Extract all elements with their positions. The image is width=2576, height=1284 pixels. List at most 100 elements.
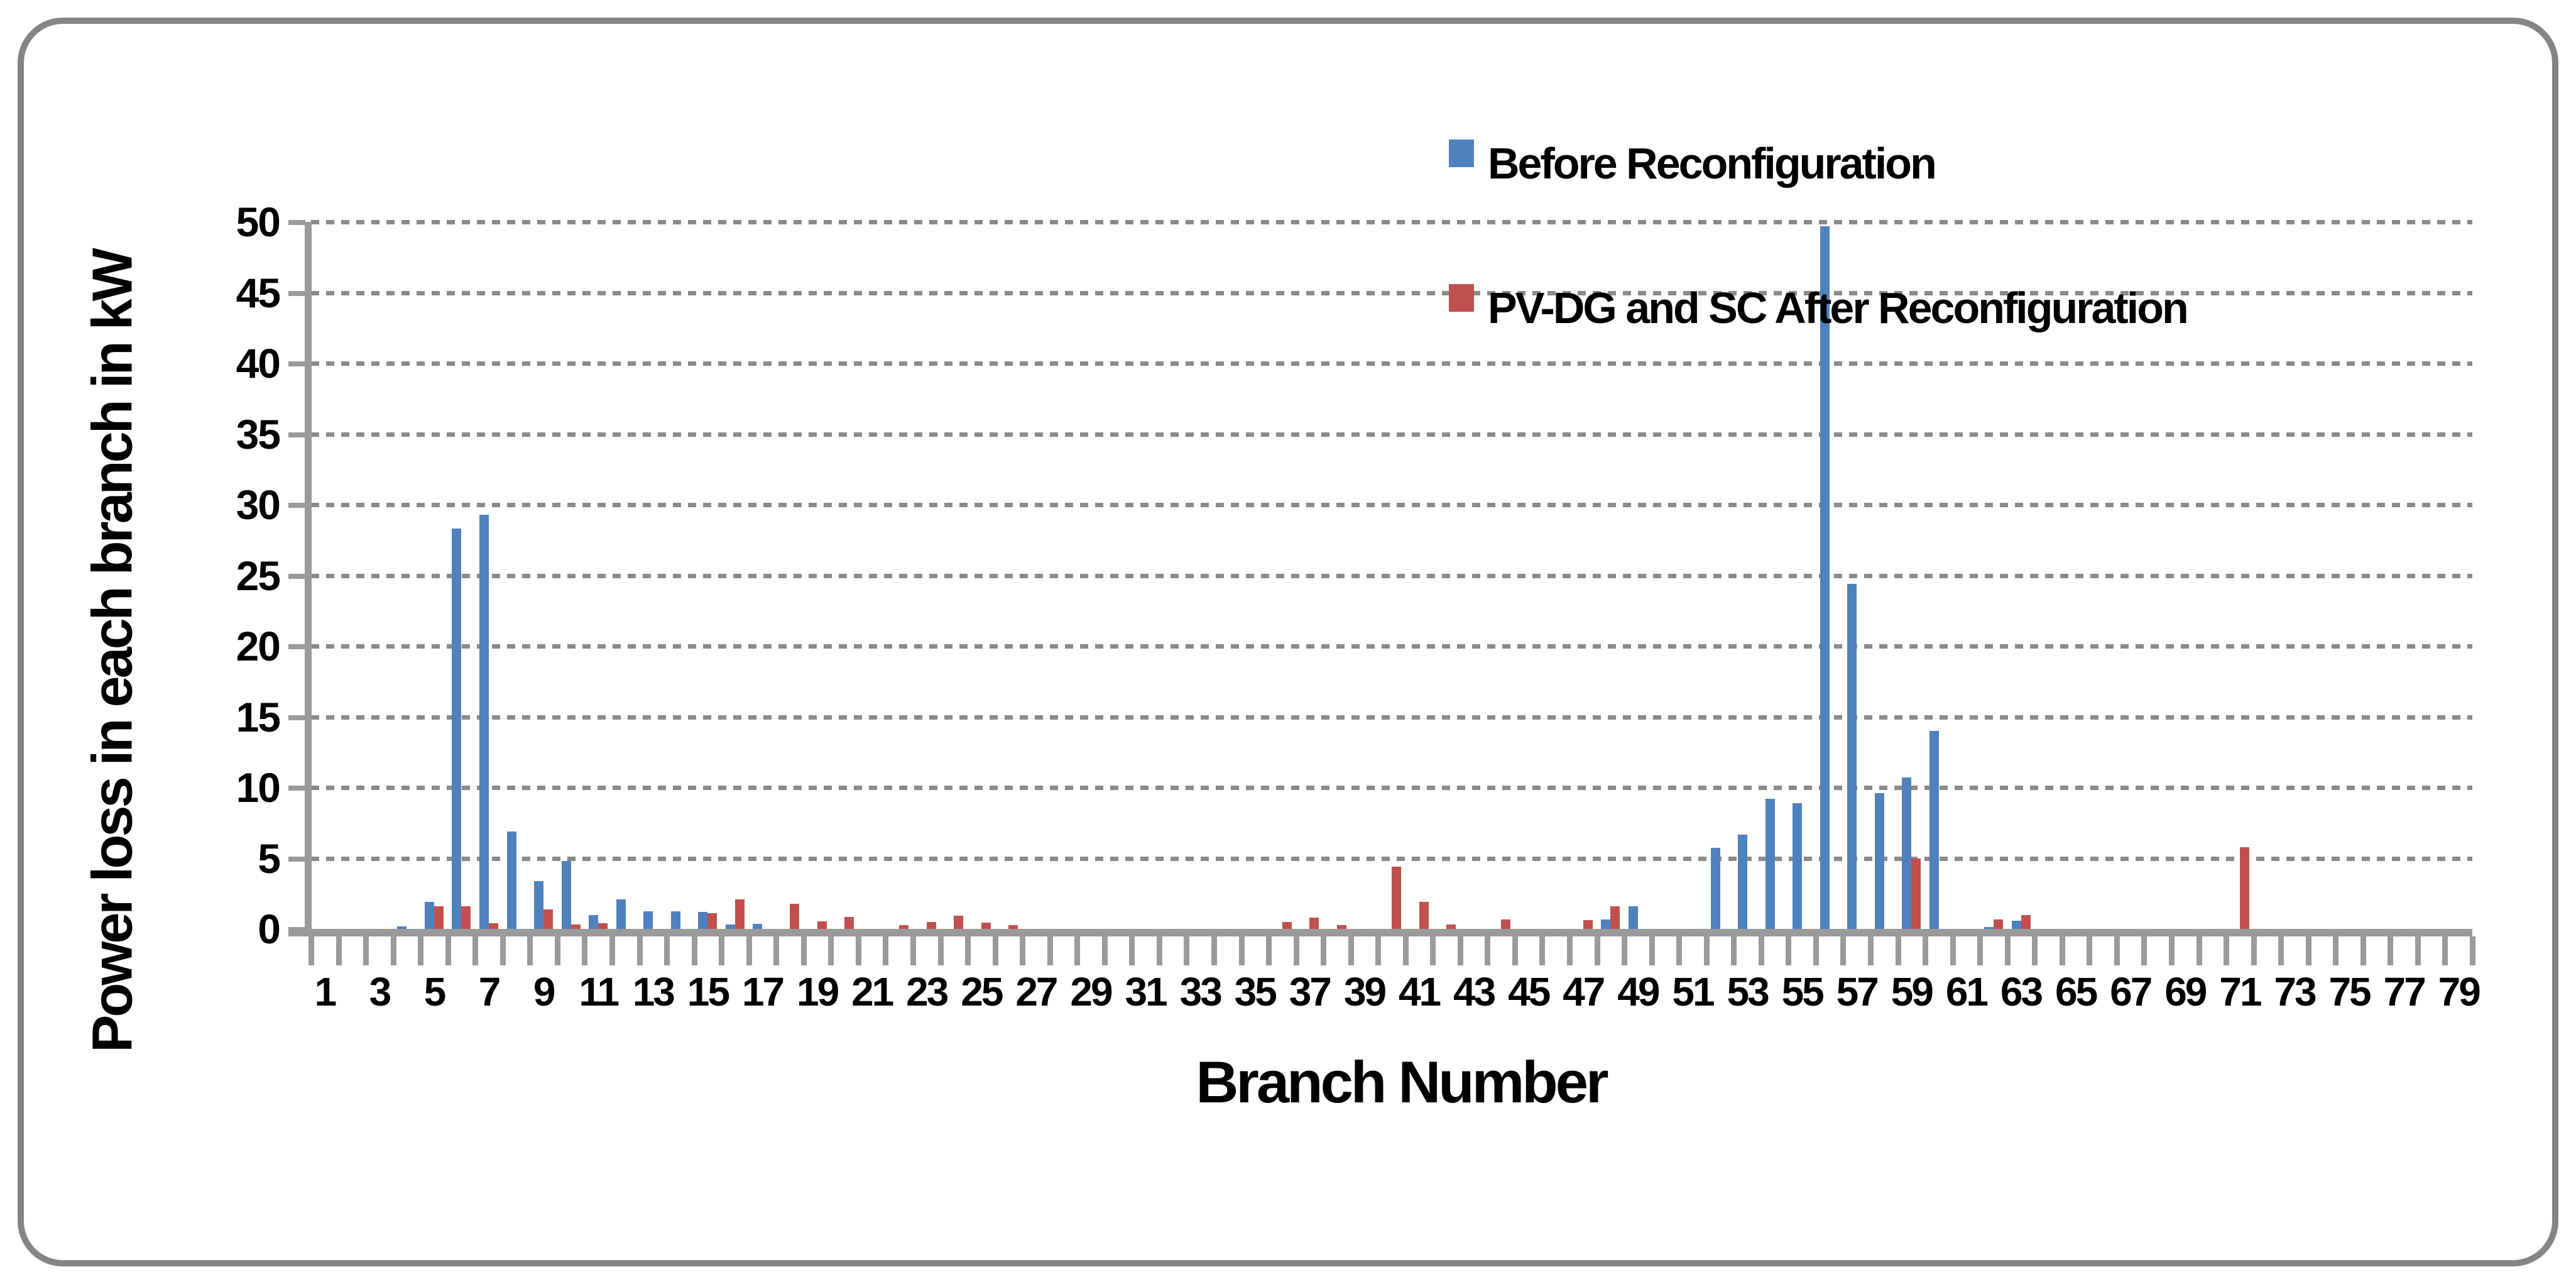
bar-after-branch-71	[2239, 847, 2249, 929]
bar-before-branch-9	[534, 881, 544, 929]
x-tick-48	[1622, 936, 1628, 965]
x-axis-label-31: 31	[1125, 969, 1168, 1014]
y-tick-0	[288, 927, 305, 932]
x-tick-18	[800, 936, 807, 965]
gridline-45	[311, 290, 2472, 295]
x-axis-label-47: 47	[1563, 969, 1605, 1014]
x-tick-51	[1703, 936, 1710, 965]
x-axis-label-13: 13	[632, 969, 675, 1014]
x-tick-75	[2360, 936, 2366, 965]
x-tick-70	[2224, 936, 2230, 965]
x-axis-label-7: 7	[478, 969, 501, 1014]
x-tick-32	[1184, 936, 1190, 965]
legend-swatch-before	[1449, 140, 1474, 167]
x-axis-label-61: 61	[1945, 969, 1989, 1014]
x-tick-61	[1977, 936, 1984, 965]
bar-before-branch-7	[479, 514, 489, 929]
bar-after-branch-38	[1336, 925, 1346, 929]
bar-after-branch-5	[434, 906, 444, 929]
bar-before-branch-17	[753, 924, 763, 929]
bar-after-branch-7	[489, 923, 499, 929]
bar-before-branch-5	[424, 902, 434, 929]
x-tick-23	[937, 936, 944, 965]
gridline-20	[311, 644, 2472, 649]
x-axis-label-21: 21	[851, 969, 894, 1014]
x-axis-label-77: 77	[2383, 969, 2426, 1014]
x-tick-24	[965, 936, 971, 965]
y-axis-label-35: 35	[236, 410, 281, 458]
x-tick-58	[1895, 936, 1901, 965]
x-axis-label-79: 79	[2438, 969, 2481, 1014]
x-tick-6	[472, 936, 479, 965]
y-axis-label-30: 30	[236, 481, 281, 528]
bar-before-branch-15	[698, 912, 708, 929]
x-tick-54	[1786, 936, 1792, 965]
x-tick-8	[527, 936, 533, 965]
x-tick-22	[910, 936, 916, 965]
gridline-5	[311, 856, 2472, 861]
y-tick-15	[288, 715, 305, 720]
bar-after-branch-10	[570, 925, 581, 929]
x-tick-52	[1731, 936, 1737, 965]
x-tick-64	[2059, 936, 2065, 965]
x-axis-label-41: 41	[1398, 969, 1441, 1014]
y-axis-label-40: 40	[236, 340, 281, 387]
x-tick-69	[2196, 936, 2202, 965]
bar-before-branch-6	[452, 529, 462, 929]
x-tick-12	[636, 936, 643, 965]
bar-before-branch-58	[1874, 793, 1884, 929]
x-axis-label-69: 69	[2164, 969, 2207, 1014]
y-axis-label-25: 25	[236, 552, 281, 599]
x-tick-7	[499, 936, 506, 965]
x-axis-label-55: 55	[1781, 969, 1825, 1014]
legend-item-after: PV-DG and SC After Reconfiguration	[1449, 283, 2189, 332]
x-tick-72	[2278, 936, 2284, 965]
y-tick-40	[288, 361, 305, 366]
x-tick-39	[1375, 936, 1382, 965]
y-tick-25	[288, 573, 305, 579]
x-tick-37	[1321, 936, 1327, 965]
x-axis-label-51: 51	[1672, 969, 1715, 1014]
bar-after-branch-36	[1282, 921, 1292, 929]
y-axis-label-50: 50	[236, 199, 281, 245]
x-tick-57	[1868, 936, 1874, 965]
gridline-40	[311, 361, 2472, 366]
x-axis-label-67: 67	[2110, 969, 2153, 1014]
y-axis-line	[305, 222, 312, 936]
bar-after-branch-24	[954, 915, 964, 929]
x-tick-19	[828, 936, 834, 965]
y-tick-5	[288, 856, 305, 862]
x-tick-68	[2169, 936, 2175, 965]
bar-before-branch-12	[616, 899, 626, 929]
x-axis-label-23: 23	[906, 969, 949, 1014]
legend-label-after: PV-DG and SC After Reconfiguration	[1488, 283, 2189, 332]
x-axis-line	[288, 929, 2472, 936]
bar-after-branch-37	[1309, 918, 1319, 929]
x-axis-label-11: 11	[579, 969, 619, 1014]
x-axis-label-27: 27	[1015, 969, 1058, 1014]
x-tick-4	[418, 936, 424, 965]
x-axis-label-25: 25	[961, 969, 1003, 1014]
x-axis-label-57: 57	[1836, 969, 1879, 1014]
bar-before-branch-54	[1765, 799, 1775, 929]
x-axis-label-1: 1	[314, 969, 337, 1014]
bar-before-branch-52	[1710, 847, 1720, 929]
x-tick-62	[2004, 936, 2011, 965]
bar-before-branch-53	[1738, 835, 1748, 929]
bar-after-branch-41	[1419, 902, 1429, 929]
legend-label-before: Before Reconfiguration	[1488, 139, 1937, 188]
x-tick-47	[1594, 936, 1600, 965]
x-axis-label-43: 43	[1453, 969, 1496, 1014]
bar-before-branch-56	[1820, 226, 1830, 929]
y-axis-label-15: 15	[236, 693, 281, 740]
x-tick-5	[445, 936, 451, 965]
gridline-30	[311, 503, 2472, 507]
bar-before-branch-11	[589, 914, 599, 929]
x-tick-36	[1293, 936, 1299, 965]
x-axis-label-35: 35	[1234, 969, 1277, 1014]
bar-before-branch-59	[1902, 777, 1912, 929]
bar-before-branch-14	[670, 911, 680, 929]
x-tick-40	[1402, 936, 1409, 965]
